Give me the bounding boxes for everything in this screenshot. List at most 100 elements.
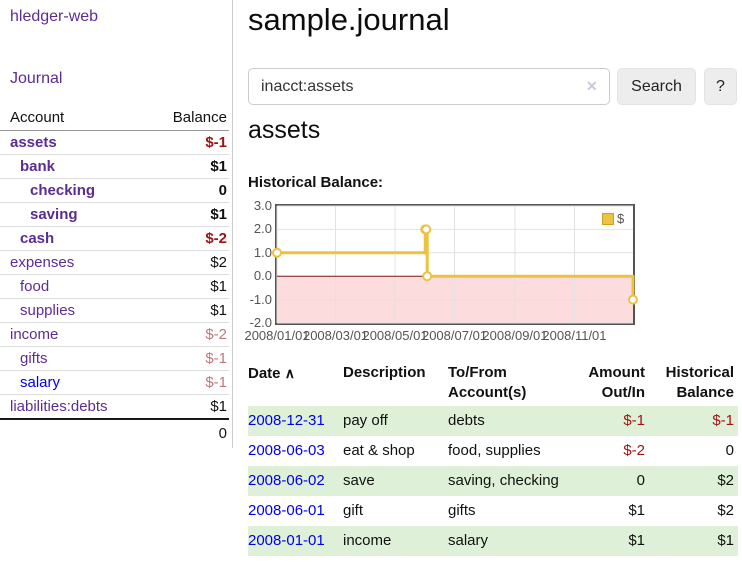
register-col-amount: Amount Out/In: [588, 364, 645, 401]
transaction-accounts: debts: [448, 406, 560, 436]
register-row: 2008-06-03 eat & shop food, supplies $-2 0: [248, 436, 738, 466]
accounts-table: Account Balance assets $-1 bank $1 checking 0…: [0, 106, 229, 445]
sidebar-divider: [232, 0, 233, 448]
transaction-description: gift: [343, 502, 364, 519]
account-balance: $1: [150, 202, 229, 227]
register-header-row: Date ∧ Description To/From Account(s) Am…: [248, 360, 738, 406]
transaction-balance: $1: [645, 526, 738, 556]
transaction-amount: $1: [628, 502, 645, 519]
x-tick-label: 2008/09/01: [482, 328, 548, 343]
transaction-amount: $-1: [560, 406, 645, 436]
account-row: assets $-1: [0, 130, 229, 155]
y-tick-label: 3.0: [253, 198, 272, 213]
transaction-date-link[interactable]: 2008-12-31: [248, 412, 325, 429]
account-row: bank $1: [0, 154, 229, 179]
account-row: saving $1: [0, 202, 229, 227]
account-row: income $-2: [0, 322, 229, 347]
account-balance: $-1: [150, 130, 229, 155]
sidebar: hledger-web Journal Account Balance asse…: [0, 0, 232, 582]
accounts-col-account: Account: [0, 106, 151, 131]
search-button[interactable]: Search: [617, 68, 696, 105]
clear-search-icon[interactable]: ✕: [586, 78, 598, 94]
historical-balance-chart[interactable]: [272, 204, 638, 325]
data-point: [421, 224, 432, 235]
account-link-expenses[interactable]: expenses: [10, 254, 75, 271]
account-link-supplies[interactable]: supplies: [20, 302, 76, 319]
transaction-date-link[interactable]: 2008-06-02: [248, 472, 325, 489]
transaction-description: pay off: [343, 406, 448, 436]
account-link-liabilities-debts[interactable]: liabilities:debts: [10, 398, 108, 415]
y-tick-label: 1.0: [253, 244, 272, 260]
register-row: 2008-06-02 save saving, checking 0 $2: [248, 466, 738, 496]
account-link-food[interactable]: food: [20, 278, 50, 295]
account-row: gifts $-1: [0, 346, 229, 371]
account-link-assets[interactable]: assets: [10, 134, 57, 151]
transaction-amount: 0: [560, 466, 645, 496]
register-row: 2008-01-01 income salary $1 $1: [248, 526, 738, 556]
account-link-gifts[interactable]: gifts: [20, 350, 48, 367]
transaction-description: eat & shop: [343, 442, 415, 459]
legend-label: $: [617, 211, 625, 226]
account-row: expenses $2: [0, 250, 229, 275]
transaction-amount: $-2: [623, 442, 645, 459]
data-point: [628, 294, 638, 305]
account-link-salary[interactable]: salary: [20, 374, 61, 391]
main-content: sample.journal ✕ Search ? assets Histori…: [244, 0, 742, 582]
chart-title: Historical Balance:: [248, 174, 384, 191]
transaction-accounts: salary: [448, 526, 560, 556]
register-col-date[interactable]: Date ∧: [248, 365, 295, 382]
account-row: supplies $1: [0, 298, 229, 323]
account-link-checking[interactable]: checking: [30, 182, 96, 199]
transaction-description: save: [343, 466, 448, 496]
account-link-income[interactable]: income: [10, 326, 59, 343]
transaction-accounts: food, supplies: [448, 442, 541, 459]
page-title: sample.journal: [248, 2, 450, 37]
account-link-cash[interactable]: cash: [20, 230, 55, 247]
accounts-total-row: 0: [0, 418, 229, 445]
account-balance: 0: [150, 178, 229, 203]
app-brand-link[interactable]: hledger-web: [10, 8, 99, 25]
sidebar-item-journal[interactable]: Journal: [10, 70, 63, 87]
transaction-accounts: gifts: [448, 502, 476, 519]
account-row: checking 0: [0, 178, 229, 203]
account-balance: $-2: [150, 226, 229, 251]
transaction-date-link[interactable]: 2008-06-01: [248, 502, 325, 519]
account-balance: $-1: [150, 346, 229, 371]
x-tick-label: 2008/01/01: [244, 328, 310, 343]
account-row: cash $-2: [0, 226, 229, 251]
data-point: [272, 247, 282, 258]
x-tick-label: 2008/05/01: [362, 328, 428, 343]
transaction-date-link[interactable]: 2008-06-03: [248, 442, 325, 459]
account-row: salary $-1: [0, 370, 229, 395]
account-row: food $1: [0, 274, 229, 299]
account-balance: $1: [150, 274, 229, 299]
search-input[interactable]: [248, 68, 610, 105]
y-tick-label: 0.0: [253, 268, 272, 284]
transaction-description: income: [343, 526, 448, 556]
transaction-balance: $2: [645, 466, 738, 496]
legend-swatch-icon: [602, 212, 614, 225]
account-balance: $1: [150, 394, 229, 420]
accounts-total-value: 0: [150, 418, 229, 445]
sort-ascending-icon[interactable]: ∧: [284, 365, 295, 381]
y-tick-label: -1.0: [249, 291, 272, 307]
account-balance: $-1: [150, 370, 229, 395]
chart-legend: $: [600, 210, 627, 227]
transaction-date-link[interactable]: 2008-01-01: [248, 532, 325, 549]
account-link-bank[interactable]: bank: [20, 158, 56, 175]
accounts-header-row: Account Balance: [0, 106, 229, 131]
register-col-accounts: To/From Account(s): [448, 364, 527, 401]
y-tick-label: -2.0: [249, 315, 272, 330]
x-tick-label: 2008/11/01: [542, 328, 607, 343]
help-button[interactable]: ?: [704, 68, 737, 105]
account-link-saving[interactable]: saving: [30, 206, 78, 223]
account-row: liabilities:debts $1: [0, 394, 229, 420]
account-balance: $2: [150, 250, 229, 275]
register-col-balance: Historical Balance: [665, 364, 734, 401]
transaction-balance: 0: [725, 442, 734, 459]
register-table: Date ∧ Description To/From Account(s) Am…: [248, 360, 738, 556]
register-row: 2008-06-01 gift gifts $1 $2: [248, 496, 738, 526]
x-tick-label: 2008/07/01: [421, 328, 488, 343]
transaction-balance: $2: [717, 502, 734, 519]
transaction-balance: $-1: [645, 406, 738, 436]
